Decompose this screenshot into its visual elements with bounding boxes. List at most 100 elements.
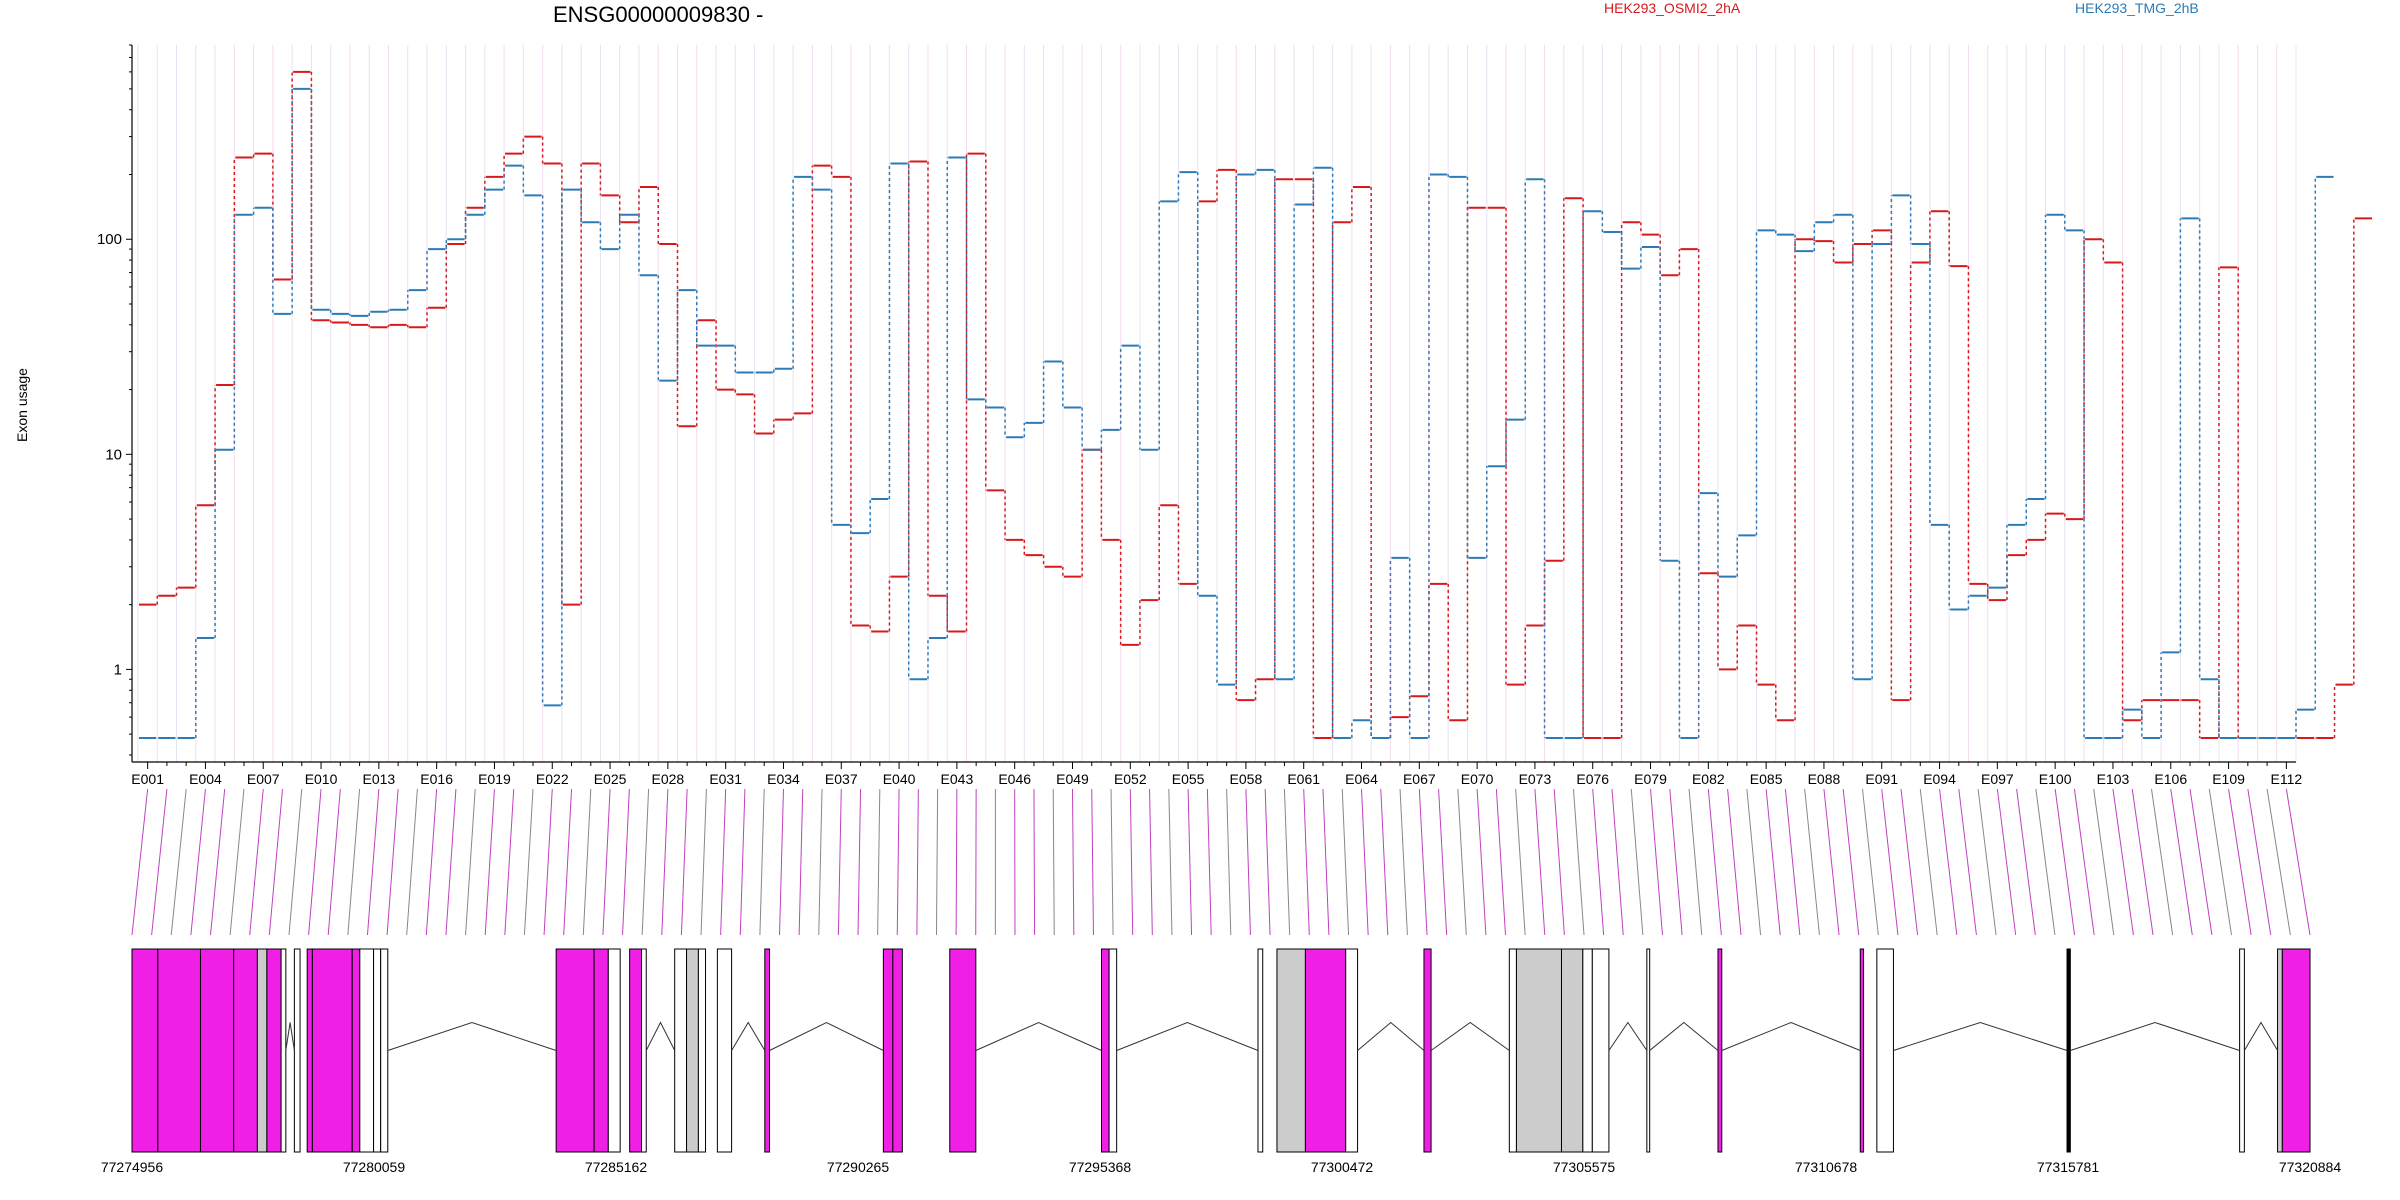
exon-connector bbox=[1149, 788, 1153, 936]
exon-connector bbox=[131, 788, 149, 936]
x-tick-label: E007 bbox=[247, 771, 280, 787]
exon-connector bbox=[1438, 788, 1448, 936]
genome-tick-label: 77295368 bbox=[1069, 1159, 1132, 1175]
exon-connector bbox=[1091, 788, 1094, 936]
x-tick-label: E052 bbox=[1114, 771, 1147, 787]
exon-connector bbox=[2073, 788, 2095, 936]
exon-connector bbox=[170, 788, 187, 936]
legend-entry-series-b: HEK293_TMG_2hB bbox=[2075, 0, 2199, 16]
exon-connector bbox=[1630, 788, 1644, 936]
exon-connector bbox=[425, 788, 438, 936]
x-tick-label: E064 bbox=[1345, 771, 1378, 787]
exon-block bbox=[1100, 948, 1110, 1153]
exon-connector bbox=[1688, 788, 1703, 936]
exon-connector bbox=[563, 788, 573, 936]
exon-connector bbox=[209, 788, 226, 936]
exon-connector bbox=[2266, 788, 2291, 936]
exon-block bbox=[892, 948, 903, 1153]
exon-connector bbox=[1418, 788, 1428, 936]
intron-line bbox=[285, 1022, 295, 1051]
exon-connector bbox=[1611, 788, 1624, 936]
exon-connector bbox=[1322, 788, 1330, 936]
intron-line bbox=[1357, 1021, 1425, 1051]
exon-connector bbox=[1784, 788, 1801, 936]
exon-block bbox=[157, 948, 201, 1153]
exon-connector bbox=[798, 788, 804, 936]
exon-connector bbox=[406, 788, 418, 936]
exon-connector bbox=[1996, 788, 2017, 936]
exon-connector bbox=[465, 788, 476, 936]
x-tick-label: E061 bbox=[1287, 771, 1320, 787]
exon-block bbox=[280, 948, 287, 1153]
exon-connector bbox=[2131, 788, 2154, 936]
exon-connector bbox=[857, 788, 862, 936]
y-tick-label: 100 bbox=[97, 231, 122, 248]
exon-connector bbox=[308, 788, 322, 936]
exon-connector bbox=[504, 788, 515, 936]
exon-block bbox=[199, 948, 235, 1153]
x-tick-label: E058 bbox=[1230, 771, 1263, 787]
x-tick-label: E049 bbox=[1056, 771, 1089, 787]
exon-connector bbox=[1592, 788, 1605, 936]
intron-line bbox=[975, 1021, 1102, 1051]
exon-block bbox=[555, 948, 595, 1153]
exon-block bbox=[1859, 948, 1865, 1153]
exon-block bbox=[1423, 948, 1432, 1153]
genome-axis-labels: 77274956 77280059 77285162 77290265 77295368… bbox=[101, 1159, 2342, 1175]
exon-connector bbox=[1052, 788, 1055, 936]
intron-line bbox=[1608, 1021, 1648, 1051]
exon-connector bbox=[935, 788, 939, 936]
x-tick-label: E028 bbox=[652, 771, 685, 787]
exon-connector bbox=[2228, 788, 2252, 936]
x-tick-label: E055 bbox=[1172, 771, 1205, 787]
x-tick-label: E034 bbox=[767, 771, 800, 787]
exon-block bbox=[293, 948, 301, 1153]
x-tick-label: E076 bbox=[1576, 771, 1609, 787]
genome-tick-label: 77280059 bbox=[343, 1159, 406, 1175]
exon-connector bbox=[1071, 788, 1075, 936]
exon-connector bbox=[759, 788, 765, 936]
exon-connector bbox=[2112, 788, 2134, 936]
exon-connector bbox=[1264, 788, 1271, 936]
exon-connector bbox=[661, 788, 669, 936]
x-tick-label: E067 bbox=[1403, 771, 1436, 787]
exon-connector bbox=[1727, 788, 1742, 936]
exon-connector bbox=[1534, 788, 1546, 936]
exon-connector bbox=[955, 788, 958, 936]
intron-line bbox=[2243, 1021, 2278, 1051]
y-tick-label: 1 bbox=[114, 661, 122, 678]
exon-connector bbox=[1842, 788, 1860, 936]
x-tick-label: E022 bbox=[536, 771, 569, 787]
exon-connector bbox=[151, 788, 168, 936]
exon-connector bbox=[641, 788, 650, 936]
exon-connector bbox=[1361, 788, 1369, 936]
exon-connector bbox=[2247, 788, 2272, 936]
exon-connector bbox=[1303, 788, 1310, 936]
exon-block bbox=[1345, 948, 1359, 1153]
exon-connector bbox=[1341, 788, 1350, 936]
intron-line bbox=[1430, 1021, 1510, 1051]
exon-connector bbox=[2016, 788, 2036, 936]
exon-block bbox=[1108, 948, 1118, 1153]
x-tick-label: E040 bbox=[883, 771, 916, 787]
x-tick-label: E073 bbox=[1519, 771, 1552, 787]
exon-block bbox=[629, 948, 643, 1153]
exon-connector bbox=[1187, 788, 1193, 936]
exon-connector bbox=[386, 788, 399, 936]
intron-line bbox=[1721, 1021, 1861, 1051]
x-tick-label: E013 bbox=[362, 771, 395, 787]
x-tick-label: E082 bbox=[1692, 771, 1725, 787]
x-tick-label: E097 bbox=[1981, 771, 2014, 787]
genome-tick-label: 77300472 bbox=[1311, 1159, 1374, 1175]
exon-connector bbox=[445, 788, 457, 936]
intron-line bbox=[769, 1021, 884, 1051]
exon-block bbox=[359, 948, 375, 1153]
legend-entry-series-a: HEK293_OSMI2_2hA bbox=[1604, 0, 1741, 16]
x-tick-label: E046 bbox=[998, 771, 1031, 787]
exon-connector bbox=[1765, 788, 1781, 936]
intron-line bbox=[1116, 1021, 1259, 1051]
x-tick-label: E043 bbox=[941, 771, 974, 787]
exon-connector bbox=[1958, 788, 1977, 936]
exon-connector bbox=[523, 788, 534, 936]
